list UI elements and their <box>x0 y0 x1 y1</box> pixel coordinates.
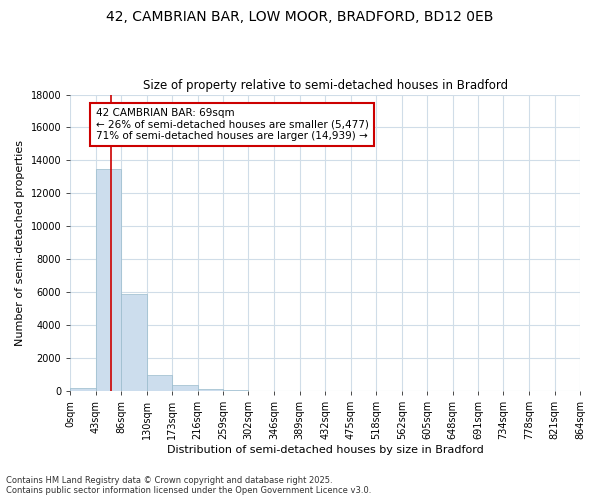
Bar <box>70 388 95 391</box>
Text: 42, CAMBRIAN BAR, LOW MOOR, BRADFORD, BD12 0EB: 42, CAMBRIAN BAR, LOW MOOR, BRADFORD, BD… <box>106 10 494 24</box>
Bar <box>198 388 223 391</box>
Bar <box>121 294 147 391</box>
Title: Size of property relative to semi-detached houses in Bradford: Size of property relative to semi-detach… <box>143 79 508 92</box>
X-axis label: Distribution of semi-detached houses by size in Bradford: Distribution of semi-detached houses by … <box>167 445 484 455</box>
Text: Contains HM Land Registry data © Crown copyright and database right 2025.
Contai: Contains HM Land Registry data © Crown c… <box>6 476 371 495</box>
Bar <box>172 386 198 391</box>
Bar <box>95 168 121 391</box>
Y-axis label: Number of semi-detached properties: Number of semi-detached properties <box>15 140 25 346</box>
Text: 42 CAMBRIAN BAR: 69sqm
← 26% of semi-detached houses are smaller (5,477)
71% of : 42 CAMBRIAN BAR: 69sqm ← 26% of semi-det… <box>95 108 368 141</box>
Bar <box>223 390 248 391</box>
Bar <box>147 374 172 391</box>
